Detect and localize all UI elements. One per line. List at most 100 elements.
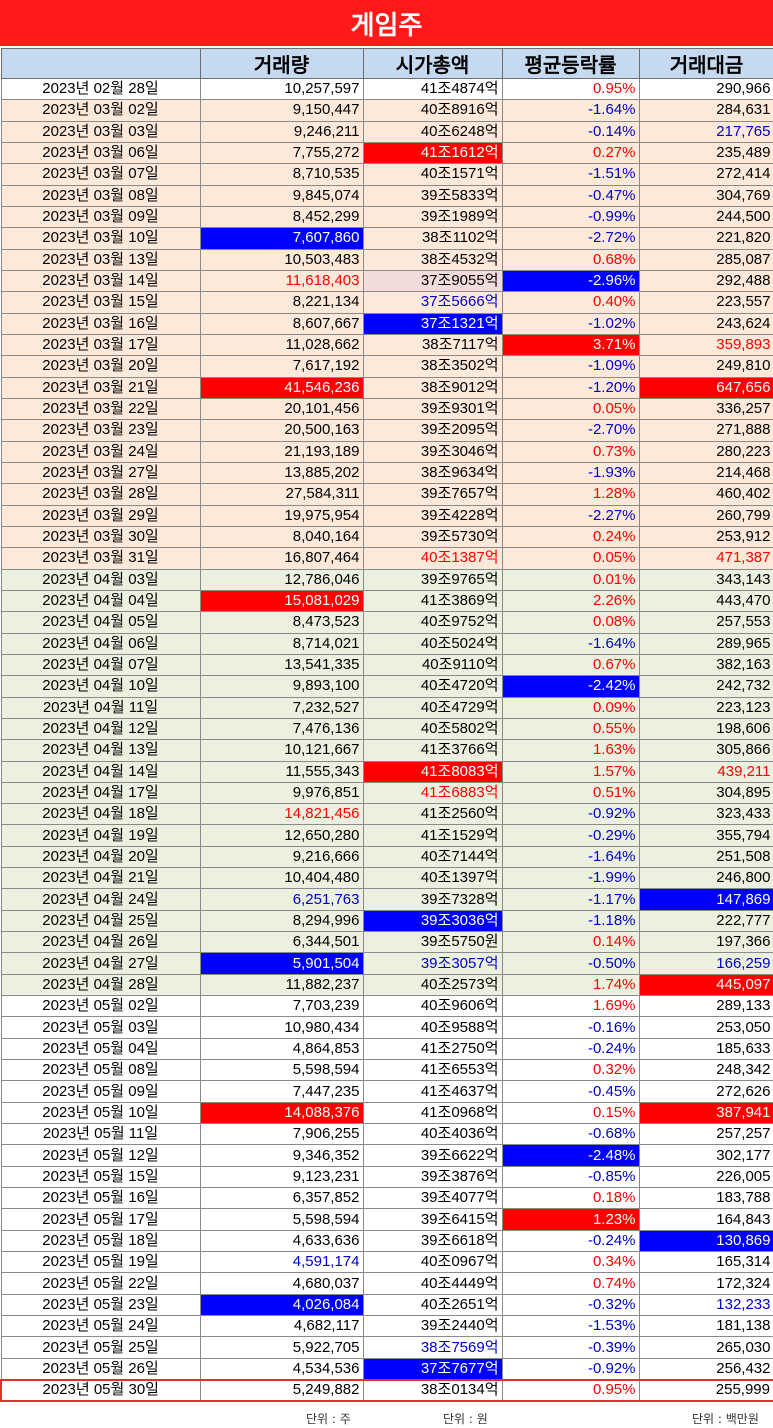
table-row: 2023년 03월 06일 7,755,272 41조1612억 0.27% 235,4… [0,141,773,165]
cell-trade-amount: 265,030 [638,1336,773,1359]
table-row: 2023년 04월 14일 11,555,343 41조8083억 1.57% 439,… [0,760,773,783]
cell-market-cap: 40조5802억 [362,717,503,741]
cell-avg-change: -0.45% [501,1080,640,1103]
cell-volume: 8,607,667 [199,312,364,335]
cell-trade-amount: 244,500 [638,205,773,229]
table-row: 2023년 05월 26일 4,534,536 37조7677억 -0.92% 256,… [0,1357,773,1381]
cell-volume: 8,473,523 [199,611,364,634]
table-row: 2023년 04월 03일 12,786,046 39조9765억 0.01% 343,… [0,568,773,591]
cell-market-cap: 41조3766억 [362,739,503,762]
table-row: 2023년 03월 31일 16,807,464 40조1387억 0.05% 471,… [0,547,773,570]
table-row: 2023년 03월 03일 9,246,211 40조6248억 -0.14% 217,… [0,120,773,143]
cell-trade-amount: 323,433 [638,803,773,826]
cell-trade-amount: 242,732 [638,675,773,698]
cell-trade-amount: 647,656 [638,376,773,399]
cell-market-cap: 39조3057억 [362,952,503,975]
cell-avg-change: -0.24% [501,1229,640,1253]
cell-date: 2023년 03월 21일 [0,376,201,399]
cell-avg-change: -2.27% [501,504,640,527]
cell-date: 2023년 04월 03일 [0,568,201,591]
cell-avg-change: -1.18% [501,909,640,933]
table-row: 2023년 05월 04일 4,864,853 41조2750억 -0.24% 185,… [0,1037,773,1061]
cell-avg-change: 1.69% [501,995,640,1018]
cell-date: 2023년 03월 02일 [0,99,201,122]
cell-date: 2023년 04월 04일 [0,589,201,613]
cell-avg-change: -0.32% [501,1293,640,1317]
cell-date: 2023년 03월 22일 [0,397,201,421]
cell-market-cap: 39조3046억 [362,440,503,463]
cell-avg-change: 0.05% [501,547,640,570]
cell-avg-change: -2.48% [501,1144,640,1167]
cell-volume: 9,216,666 [199,845,364,869]
cell-volume: 8,452,299 [199,205,364,229]
cell-volume: 41,546,236 [199,376,364,399]
cell-date: 2023년 05월 02일 [0,995,201,1018]
cell-trade-amount: 290,966 [638,77,773,101]
cell-avg-change: 0.67% [501,653,640,677]
cell-trade-amount: 253,912 [638,525,773,549]
cell-volume: 19,975,954 [199,504,364,527]
table-row: 2023년 03월 21일 41,546,236 38조9012억 -1.20% 647… [0,376,773,399]
cell-avg-change: 0.14% [501,931,640,954]
cell-date: 2023년 04월 07일 [0,653,201,677]
cell-date: 2023년 05월 15일 [0,1165,201,1189]
cell-date: 2023년 05월 11일 [0,1123,201,1146]
cell-volume: 9,150,447 [199,99,364,122]
cell-trade-amount: 253,050 [638,1016,773,1039]
cell-date: 2023년 04월 28일 [0,973,201,997]
cell-trade-amount: 147,869 [638,888,773,911]
cell-date: 2023년 05월 10일 [0,1101,201,1125]
table-row: 2023년 04월 24일 6,251,763 39조7328억 -1.17% 147,… [0,888,773,911]
table-row: 2023년 05월 19일 4,591,174 40조0967억 0.34% 165,3… [0,1251,773,1274]
cell-avg-change: 0.32% [501,1059,640,1082]
cell-volume: 11,555,343 [199,760,364,783]
cell-market-cap: 38조7117억 [362,333,503,357]
cell-market-cap: 38조9012억 [362,376,503,399]
table-row: 2023년 04월 06일 8,714,021 40조5024억 -1.64% 289,… [0,632,773,655]
cell-market-cap: 39조7657억 [362,483,503,506]
cell-trade-amount: 130,869 [638,1229,773,1253]
cell-date: 2023년 03월 28일 [0,483,201,506]
header-volume: 거래량 [199,48,364,79]
cell-date: 2023년 03월 15일 [0,291,201,314]
table-row: 2023년 02월 28일 10,257,597 41조4874억 0.95% 290,… [0,77,773,101]
cell-trade-amount: 185,633 [638,1037,773,1061]
cell-volume: 8,294,996 [199,909,364,933]
cell-date: 2023년 03월 24일 [0,440,201,463]
cell-date: 2023년 04월 17일 [0,781,201,805]
cell-volume: 8,221,134 [199,291,364,314]
cell-market-cap: 39조9765억 [362,568,503,591]
table-row: 2023년 04월 18일 14,821,456 41조2560억 -0.92% 323… [0,803,773,826]
cell-avg-change: -0.24% [501,1037,640,1061]
cell-avg-change: 0.95% [501,77,640,101]
cell-avg-change: -0.29% [501,824,640,847]
cell-volume: 12,650,280 [199,824,364,847]
cell-market-cap: 39조3036억 [362,909,503,933]
cell-market-cap: 39조6622억 [362,1144,503,1167]
cell-volume: 10,121,667 [199,739,364,762]
table-row: 2023년 04월 12일 7,476,136 40조5802억 0.55% 198,6… [0,717,773,741]
unit-trade-amount: 단위 : 백만원 [692,1412,759,1426]
cell-volume: 5,598,594 [199,1208,364,1231]
cell-volume: 4,633,636 [199,1229,364,1253]
cell-trade-amount: 305,866 [638,739,773,762]
cell-market-cap: 41조6553억 [362,1059,503,1082]
cell-market-cap: 39조2440억 [362,1315,503,1338]
table-row: 2023년 04월 17일 9,976,851 41조6883억 0.51% 304,8… [0,781,773,805]
cell-date: 2023년 03월 20일 [0,355,201,378]
table-row: 2023년 03월 28일 27,584,311 39조7657억 1.28% 460,… [0,483,773,506]
cell-market-cap: 39조4077억 [362,1187,503,1210]
table-row: 2023년 04월 25일 8,294,996 39조3036억 -1.18% 222,… [0,909,773,933]
cell-avg-change: 0.74% [501,1272,640,1295]
cell-date: 2023년 03월 08일 [0,184,201,207]
cell-market-cap: 40조5024억 [362,632,503,655]
table-row: 2023년 04월 20일 9,216,666 40조7144억 -1.64% 251,… [0,845,773,869]
cell-avg-change: 1.28% [501,483,640,506]
cell-trade-amount: 214,468 [638,461,773,485]
cell-market-cap: 41조1612억 [362,141,503,165]
cell-avg-change: -1.64% [501,99,640,122]
table-row: 2023년 04월 26일 6,344,501 39조5750원 0.14% 197,3… [0,931,773,954]
cell-trade-amount: 359,893 [638,333,773,357]
cell-date: 2023년 05월 19일 [0,1251,201,1274]
cell-avg-change: -0.99% [501,205,640,229]
